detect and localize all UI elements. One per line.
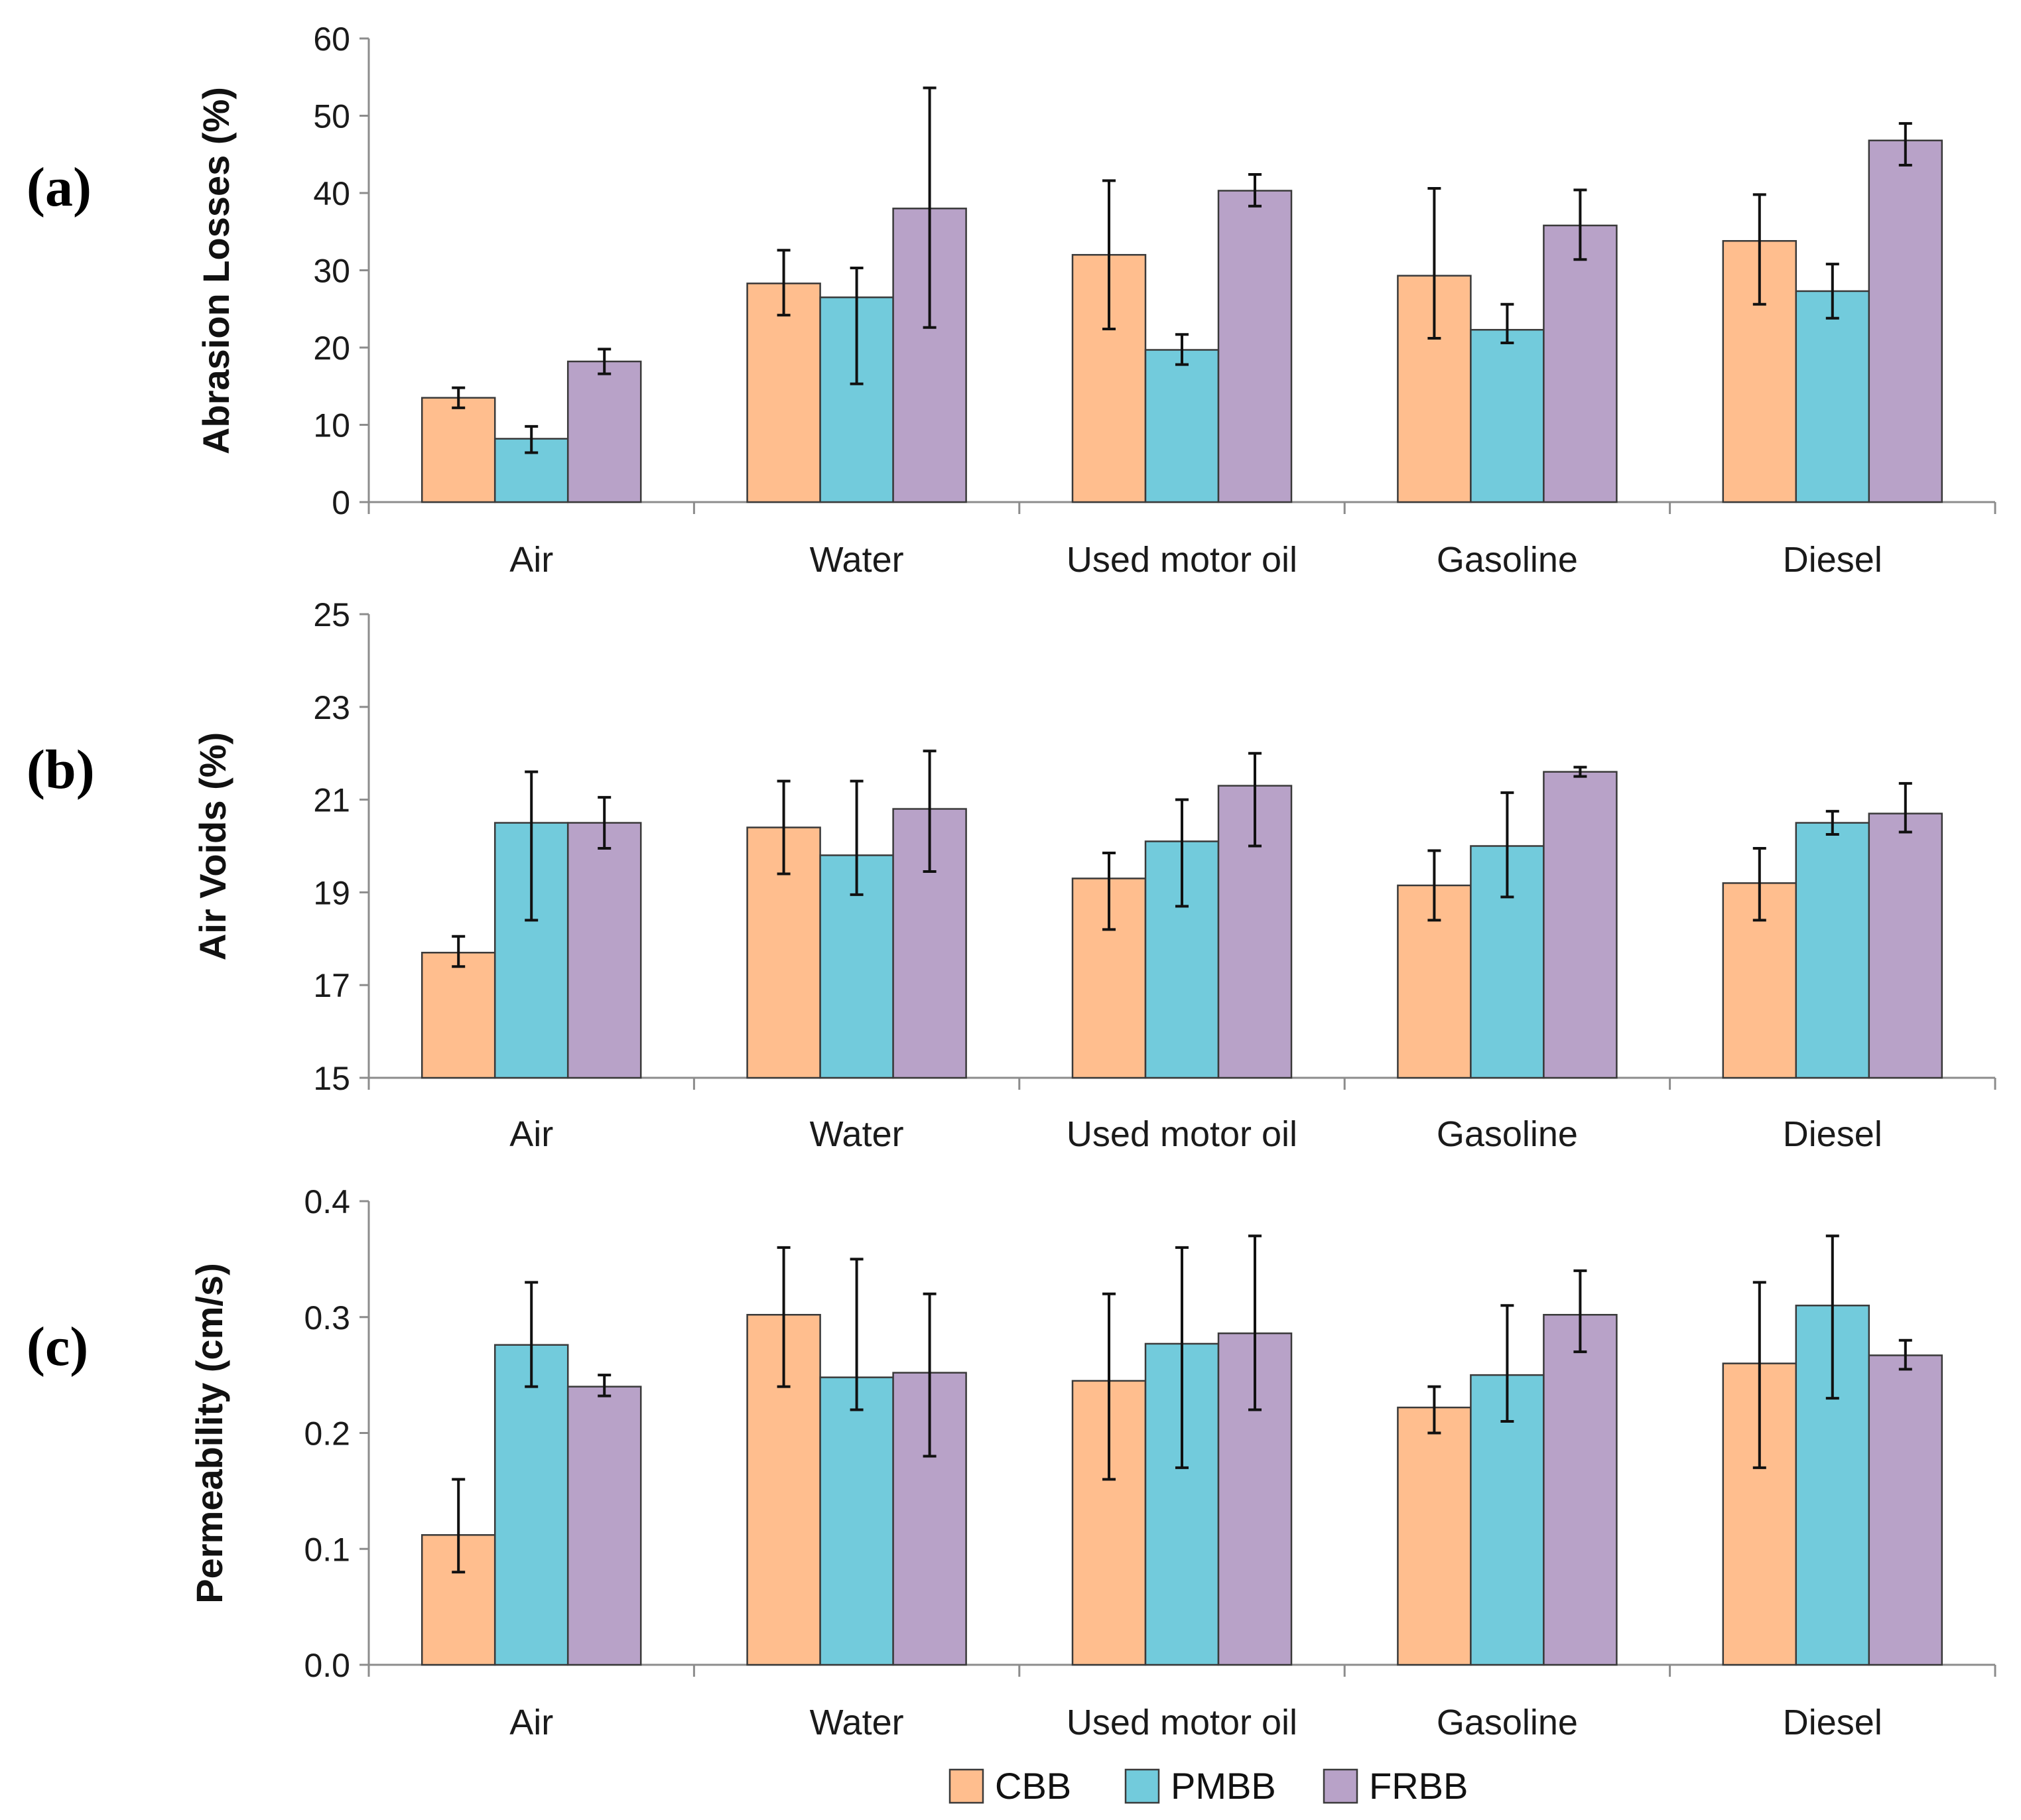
legend-swatch-pmbb (1124, 1768, 1160, 1804)
y-tick-label: 0.4 (304, 1183, 350, 1220)
bar-cbb (421, 397, 496, 503)
y-tick-label: 0 (332, 484, 350, 521)
panel-label: (b) (27, 739, 95, 801)
y-tick-label: 23 (313, 689, 350, 726)
panel-label: (a) (27, 157, 92, 218)
x-category-label: Used motor oil (1067, 540, 1297, 580)
x-category-label: Air (509, 1114, 553, 1154)
x-category-label: Water (810, 1703, 904, 1742)
y-tick-label: 19 (313, 874, 350, 911)
legend: CBB PMBB FRBB (948, 1765, 1468, 1807)
x-category-label: Gasoline (1437, 1703, 1578, 1742)
bar-pmbb (819, 854, 894, 1079)
y-tick-label: 20 (313, 330, 350, 367)
legend-swatch-cbb (948, 1768, 984, 1804)
y-tick-label: 15 (313, 1060, 350, 1097)
y-tick-label: 25 (313, 596, 350, 633)
legend-label-frbb: FRBB (1369, 1765, 1468, 1807)
y-axis-label: Air Voids (%) (192, 732, 233, 960)
x-category-label: Gasoline (1437, 540, 1578, 580)
y-tick-label: 50 (313, 98, 350, 135)
bar-frbb (1217, 785, 1293, 1079)
legend-label-pmbb: PMBB (1171, 1765, 1276, 1807)
x-category-label: Diesel (1783, 1114, 1882, 1154)
bar-frbb (566, 1386, 642, 1666)
y-tick-label: 60 (313, 21, 350, 58)
bar-frbb (1868, 812, 1943, 1079)
chart-panel-3: 0.0 0.1 0.2 0.3 0.4 Air Water Used motor oil Gas… (27, 1183, 1996, 1742)
legend-label-cbb: CBB (995, 1765, 1071, 1807)
bar-pmbb (1470, 1374, 1545, 1666)
y-tick-label: 0.3 (304, 1299, 350, 1336)
x-category-label: Air (509, 540, 553, 580)
bar-pmbb (1470, 328, 1545, 503)
x-category-label: Water (810, 540, 904, 580)
panel-label: (c) (27, 1316, 88, 1378)
bar-cbb (746, 283, 821, 503)
y-tick-label: 0.1 (304, 1531, 350, 1568)
bar-frbb (566, 822, 642, 1079)
bar-frbb (1217, 190, 1293, 503)
y-tick-label: 0.0 (304, 1647, 350, 1684)
chart-panel-2: 15 17 19 21 23 25 Air Water Used motor oil Gasoli… (27, 596, 1996, 1154)
bar-frbb (1868, 139, 1943, 503)
x-category-label: Used motor oil (1067, 1703, 1297, 1742)
bar-pmbb (1144, 349, 1220, 503)
bar-frbb (1543, 771, 1618, 1079)
x-category-label: Diesel (1783, 540, 1882, 580)
bar-frbb (1543, 224, 1618, 503)
bar-pmbb (819, 1376, 894, 1666)
x-category-label: Air (509, 1703, 553, 1742)
y-tick-label: 17 (313, 967, 350, 1004)
y-tick-label: 30 (313, 253, 350, 290)
chart-panel-1: 0 10 20 30 40 50 60 Air Water Used motor oil Gasol… (27, 21, 1996, 580)
bar-frbb (1868, 1354, 1943, 1666)
bar-pmbb (493, 1344, 569, 1666)
bar-cbb (421, 952, 496, 1079)
x-category-label: Used motor oil (1067, 1114, 1297, 1154)
bar-pmbb (1795, 290, 1870, 503)
legend-swatch-frbb (1323, 1768, 1358, 1804)
x-category-label: Diesel (1783, 1703, 1882, 1742)
bar-frbb (1543, 1314, 1618, 1666)
y-axis-label: Abrasion Losses (%) (195, 87, 237, 454)
bar-frbb (566, 360, 642, 503)
x-category-label: Gasoline (1437, 1114, 1578, 1154)
y-tick-label: 40 (313, 175, 350, 212)
bar-pmbb (1795, 822, 1870, 1079)
x-category-label: Water (810, 1114, 904, 1154)
bar-cbb (1397, 1406, 1472, 1666)
y-tick-label: 21 (313, 782, 350, 819)
y-axis-label: Permeability (cm/s) (188, 1263, 230, 1604)
y-tick-label: 10 (313, 407, 350, 444)
y-tick-label: 0.2 (304, 1415, 350, 1453)
